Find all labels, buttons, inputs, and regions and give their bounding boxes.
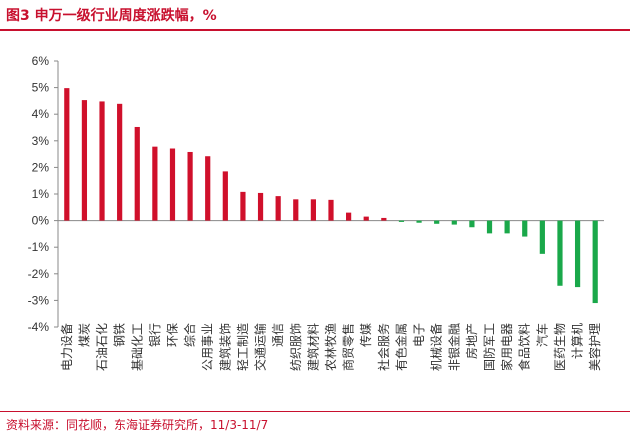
x-tick-label: 电子 xyxy=(412,323,426,347)
bar xyxy=(451,220,457,225)
source-note: 资料来源：同花顺，东海证券研究所，11/3-11/7 xyxy=(6,418,269,432)
x-tick-label: 有色金属 xyxy=(393,323,408,371)
x-tick-label: 汽车 xyxy=(534,323,549,347)
bar xyxy=(240,191,246,221)
bar xyxy=(152,146,158,221)
bar xyxy=(293,199,299,221)
y-tick-label: 6% xyxy=(32,54,50,68)
bar-chart: -4% -3% -2% -1% 0% 1% 2% 3% 4% 5% 6% 电力设备 煤炭 石油石化 钢铁基… xyxy=(28,54,604,371)
x-tick-label: 石油石化 xyxy=(95,323,109,371)
x-tick-label: 银行 xyxy=(148,323,162,347)
x-tick-label: 商贸零售 xyxy=(341,323,356,371)
y-tick-label: 4% xyxy=(32,107,50,121)
y-tick-label: 5% xyxy=(32,81,50,95)
bar xyxy=(381,217,387,221)
y-tick-label: 1% xyxy=(32,187,50,201)
x-tick-label: 社会服务 xyxy=(376,323,391,371)
bar xyxy=(187,151,193,221)
footer-rule xyxy=(0,411,630,412)
x-tick-label: 钢铁 xyxy=(113,323,127,347)
bar xyxy=(310,199,316,221)
x-tick-label: 通信 xyxy=(271,323,285,347)
y-tick-label: -1% xyxy=(28,240,50,254)
y-tick-label: -3% xyxy=(28,293,50,307)
x-tick-label: 农林牧渔 xyxy=(324,323,338,371)
bar xyxy=(398,220,405,222)
bar xyxy=(469,220,475,228)
bar xyxy=(81,100,88,221)
y-tick-label: 3% xyxy=(32,134,50,148)
x-tick-label: 基础化工 xyxy=(130,323,144,371)
x-tick-label: 国防军工 xyxy=(482,323,497,371)
x-tick-label: 机械设备 xyxy=(429,323,444,371)
x-tick-label: 家用电器 xyxy=(499,323,514,371)
bar xyxy=(592,220,598,304)
chart-title: 图3 申万一级行业周度涨跌幅，% xyxy=(6,8,217,24)
x-tick-label: 综合 xyxy=(182,323,197,347)
bar xyxy=(363,216,369,221)
bar xyxy=(504,220,510,234)
bar xyxy=(522,220,528,237)
bar xyxy=(574,220,581,288)
x-tick-label: 传媒 xyxy=(358,323,373,347)
x-tick-label: 煤炭 xyxy=(77,323,91,347)
bar xyxy=(275,196,281,221)
x-tick-label: 电力设备 xyxy=(60,323,74,371)
bar xyxy=(117,103,123,221)
x-tick-label: 计算机 xyxy=(570,323,585,359)
x-tick-label: 非银金融 xyxy=(446,323,461,371)
x-tick-label: 交通运输 xyxy=(253,323,268,371)
x-tick-label: 公用事业 xyxy=(201,323,215,371)
bar xyxy=(539,220,545,254)
bar xyxy=(64,88,70,221)
bar xyxy=(134,126,140,221)
x-tick-label: 房地产 xyxy=(464,323,479,359)
bar xyxy=(169,148,176,221)
title-rule xyxy=(0,29,630,31)
y-axis: -4% -3% -2% -1% 0% 1% 2% 3% 4% 5% 6% xyxy=(28,54,604,334)
y-tick-label: 0% xyxy=(32,214,50,228)
x-axis-labels: 电力设备 煤炭 石油石化 钢铁 基础化工 银行 环保 综合 公用事业 建筑装饰 轻工制造 交通运输 通信… xyxy=(60,323,602,371)
y-tick-label: -4% xyxy=(28,320,50,334)
bar xyxy=(416,220,422,223)
x-tick-label: 医药生物 xyxy=(553,323,567,371)
x-tick-label: 美容护理 xyxy=(587,323,602,371)
bar xyxy=(486,220,493,234)
x-tick-label: 轻工制造 xyxy=(236,323,250,371)
y-tick-label: 2% xyxy=(32,160,50,174)
x-tick-label: 建筑材料 xyxy=(305,323,320,371)
y-tick-label: -2% xyxy=(28,267,50,281)
bar xyxy=(205,156,211,221)
x-tick-label: 建筑装饰 xyxy=(217,323,232,371)
bar xyxy=(557,220,563,286)
bar xyxy=(257,192,264,221)
bar xyxy=(328,199,334,221)
bar xyxy=(99,101,105,221)
bar xyxy=(346,212,352,221)
x-tick-label: 纺织服饰 xyxy=(289,323,303,371)
x-tick-label: 环保 xyxy=(165,323,179,347)
bar xyxy=(434,220,440,224)
bars xyxy=(64,88,598,304)
x-tick-label: 食品饮料 xyxy=(517,323,532,371)
bar xyxy=(222,171,228,221)
